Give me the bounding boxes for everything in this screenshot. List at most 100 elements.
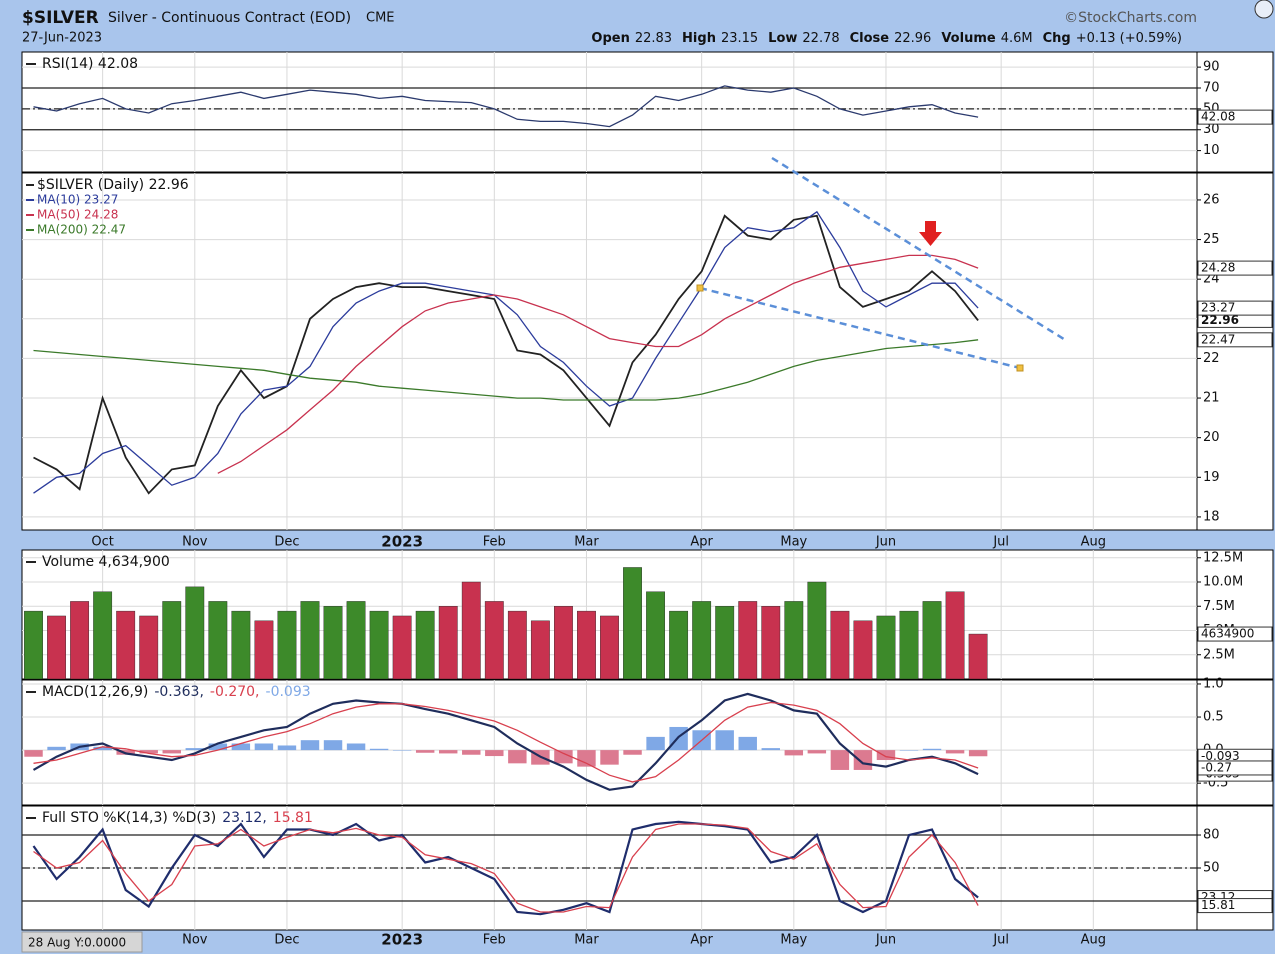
trend-handle — [1016, 364, 1024, 372]
bar — [600, 750, 619, 765]
legend-title: MACD(12,26,9) — [42, 684, 148, 700]
bar — [24, 750, 43, 757]
legend-label: $SILVER (Daily) 22.96 — [37, 177, 189, 193]
value-box — [1197, 300, 1273, 316]
value-label: 22.47 — [1201, 332, 1235, 346]
bar — [577, 610, 596, 680]
quote-value: 23.15 — [721, 31, 758, 46]
bar — [554, 606, 573, 680]
legend-label: 23.12, — [222, 810, 267, 826]
legend-label: MA(50) 24.28 — [37, 208, 118, 222]
bar — [47, 615, 66, 680]
legend-label: MA(200) 22.47 — [37, 223, 126, 237]
bar — [93, 746, 112, 751]
bar — [554, 750, 573, 764]
y-tick-label: 21 — [1203, 391, 1220, 406]
bar — [300, 740, 320, 751]
bar — [945, 750, 965, 754]
y-tick-label: 26 — [1203, 192, 1220, 207]
bar — [415, 750, 435, 753]
line — [33, 823, 979, 913]
bar — [968, 750, 988, 757]
y-tick-label: 10.0M — [1203, 575, 1243, 590]
value-box — [1197, 626, 1273, 642]
bar — [300, 601, 320, 680]
y-tick-label: 20 — [1203, 430, 1220, 445]
bar — [208, 601, 228, 680]
quote-label: High — [682, 31, 716, 46]
y-tick-label: 0.5 — [1203, 710, 1224, 725]
value-label: 42.08 — [1201, 110, 1235, 124]
x-tick-label: Mar — [574, 535, 599, 550]
bar — [323, 606, 343, 680]
quote-value: 4.6M — [1001, 31, 1033, 46]
legend-label: 15.81 — [273, 810, 313, 826]
bar — [853, 620, 873, 680]
bar — [508, 750, 527, 764]
quote-value: 22.78 — [802, 31, 839, 46]
bar — [185, 748, 205, 751]
symbol: $SILVER — [22, 8, 99, 28]
trend-line — [771, 156, 1068, 343]
y-tick-label: 80 — [1203, 828, 1220, 843]
legend-label: -0.270, — [210, 684, 260, 700]
quote-value: 22.96 — [894, 31, 931, 46]
bar — [830, 750, 850, 770]
x-tick-label: Aug — [1081, 933, 1106, 948]
trend-handle — [696, 284, 704, 292]
legend-label: MA(10) 23.27 — [37, 193, 118, 207]
quote-label: Close — [850, 31, 890, 46]
value-box — [1197, 332, 1273, 348]
bar — [369, 748, 389, 751]
bar — [945, 591, 965, 680]
source: ©StockCharts.com — [1064, 10, 1197, 26]
legend-label: -0.363, — [154, 684, 204, 700]
y-tick-label: 12.5M — [1203, 550, 1243, 565]
bar — [876, 615, 896, 680]
value-label: 22.96 — [1201, 313, 1239, 327]
bar — [162, 750, 181, 754]
status: 28 Aug Y:0.0000 — [28, 936, 126, 950]
line — [33, 214, 979, 495]
quote-label: Volume — [941, 31, 996, 46]
legend: Full STO %K(14,3) %D(3) 23.12, 15.81 — [42, 810, 313, 826]
bar — [208, 743, 228, 751]
x-tick-label: Nov — [182, 933, 208, 948]
bar — [761, 748, 780, 751]
bar — [323, 740, 343, 751]
close-button[interactable] — [1254, 0, 1274, 19]
x-tick-label: Feb — [483, 933, 506, 948]
y-tick-label: 2.5M — [1203, 647, 1235, 662]
bar — [346, 601, 366, 680]
y-tick-label: 22 — [1203, 351, 1220, 366]
x-tick-label: Nov — [182, 535, 208, 550]
line — [217, 254, 979, 474]
y-tick-label: 18 — [1203, 509, 1220, 524]
y-tick-label: 90 — [1203, 60, 1220, 75]
bar — [485, 750, 504, 757]
bar — [600, 615, 619, 680]
x-tick-label: May — [780, 933, 807, 948]
bar — [830, 610, 850, 680]
arrow — [919, 221, 942, 246]
bar — [807, 581, 827, 680]
value-label: 23.27 — [1201, 301, 1235, 315]
bar — [922, 748, 942, 751]
bar — [392, 615, 412, 680]
quote-value: 22.83 — [635, 31, 672, 46]
instrument-name: Silver - Continuous Contract (EOD) — [108, 10, 351, 26]
axis-strip — [1196, 549, 1274, 680]
y-tick-label: 25 — [1203, 232, 1220, 247]
bar — [853, 750, 873, 770]
bar — [461, 581, 481, 680]
quote-label: Open — [591, 31, 629, 46]
bar — [530, 620, 550, 680]
x-tick-label: Jul — [992, 933, 1009, 948]
axis-strip — [1196, 172, 1274, 531]
bar — [277, 610, 297, 680]
bar — [876, 750, 896, 761]
quote-label: Low — [768, 31, 797, 46]
x-tick-label: May — [780, 535, 807, 550]
panel — [21, 51, 1198, 173]
